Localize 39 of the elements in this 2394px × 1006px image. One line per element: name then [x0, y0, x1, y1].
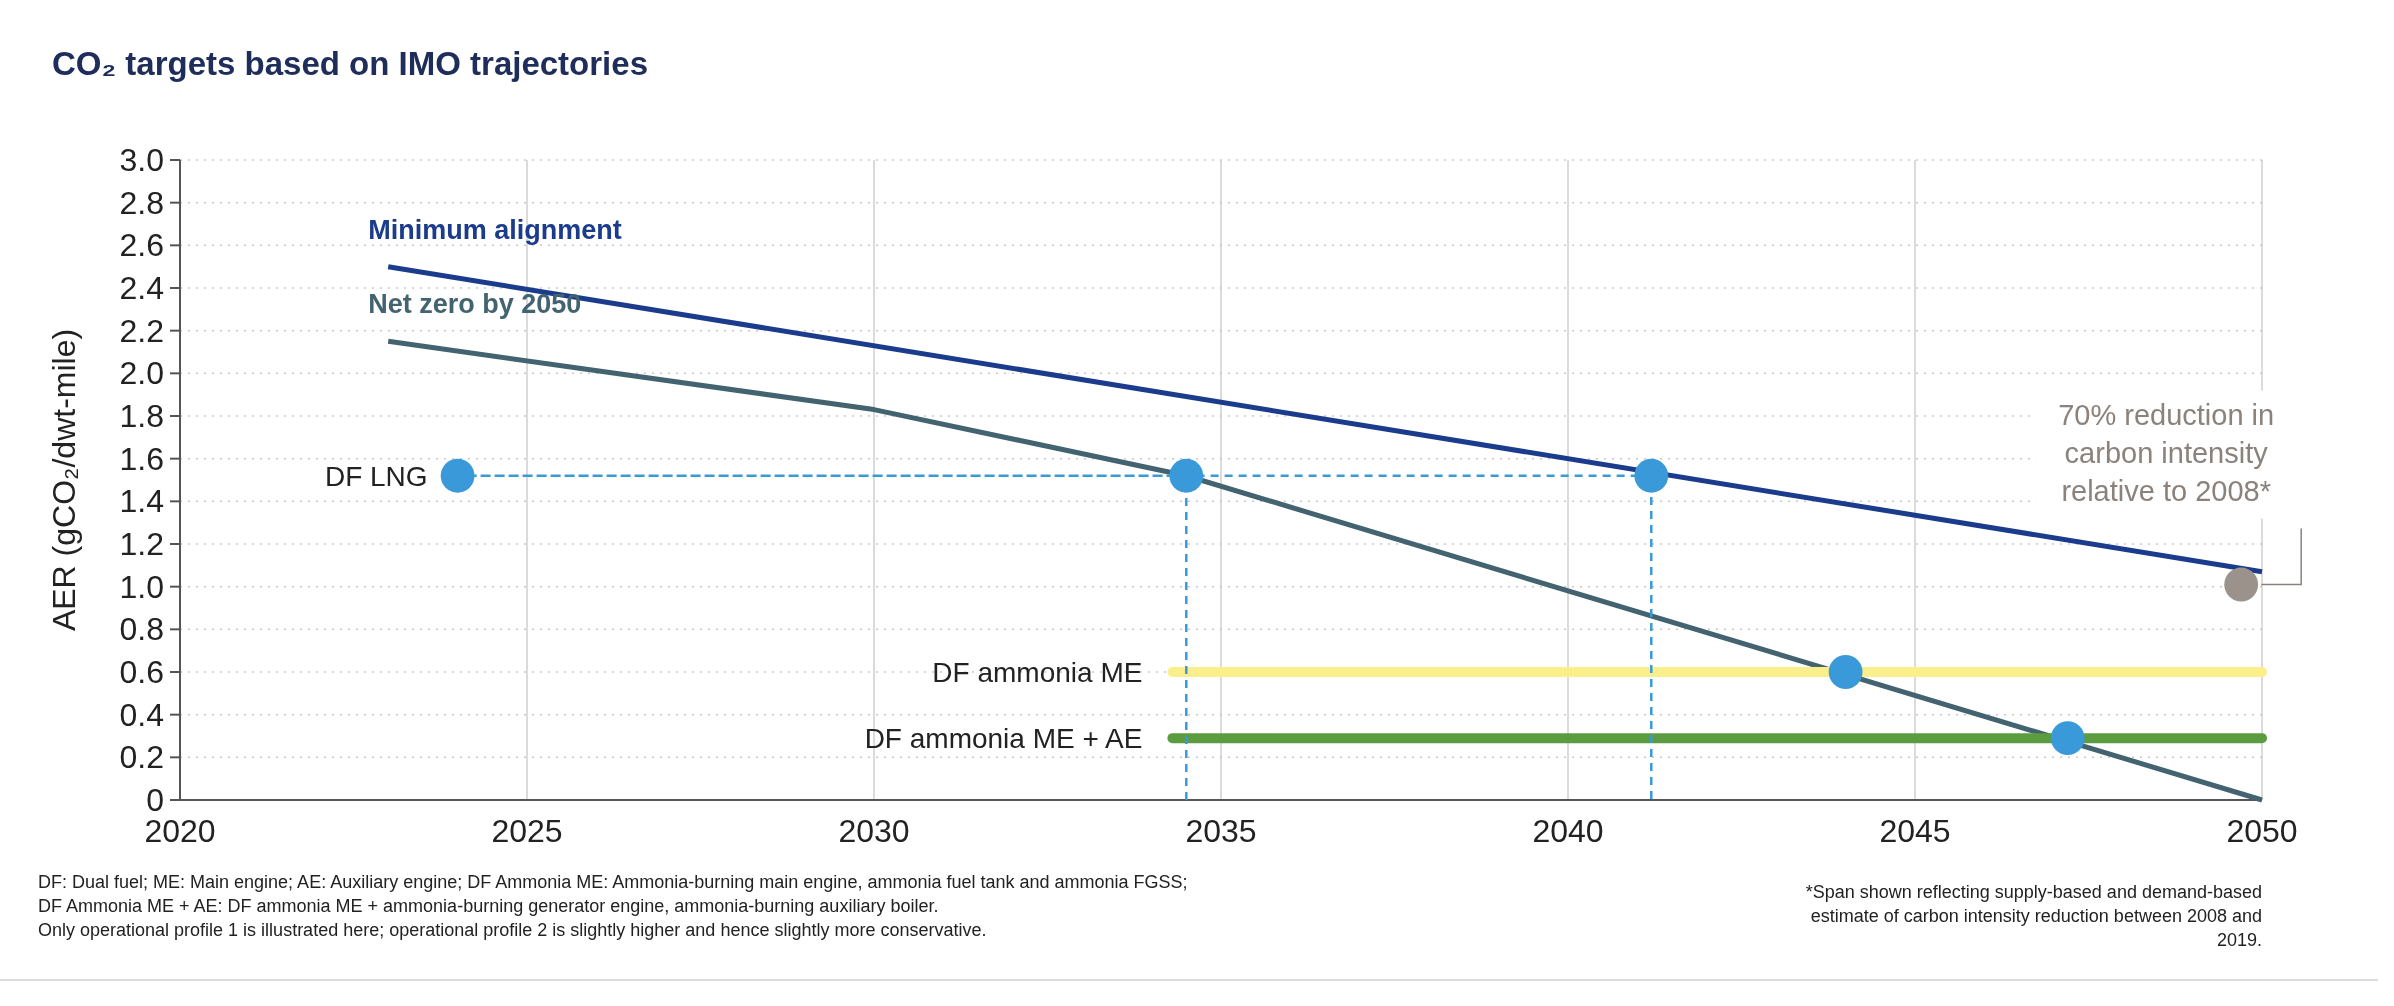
y-tick-label: 1.0	[119, 568, 164, 605]
series-label: Minimum alignment	[368, 214, 622, 245]
series-label: Net zero by 2050	[368, 289, 582, 320]
series-label: DF ammonia ME	[932, 657, 1143, 688]
x-tick-label: 2030	[838, 813, 910, 849]
point	[1828, 655, 1863, 689]
x-tick-label: 2050	[2226, 813, 2298, 849]
text: *Span shown reflecting supply-based and demand-based estimate of carbon intensity reduction between 2008 and 2019.	[1805, 882, 2262, 950]
y-tick-label: 2.2	[119, 312, 164, 349]
series-label: DF ammonia ME + AE	[864, 723, 1143, 755]
text: DF Ammonia ME + AE: DF ammonia ME + ammonia-burning generator engine, ammonia-burning auxiliary boiler.	[38, 896, 939, 916]
y-tick-label: 1.6	[119, 440, 164, 477]
chart-title: CO₂ targets based on IMO trajectories	[52, 45, 648, 82]
y-tick-label: 0.6	[119, 654, 164, 690]
y-tick-label: 1.2	[119, 526, 164, 562]
y-axis-title: AER (gCO₂/dwt-mile)	[46, 328, 82, 632]
point	[2224, 567, 2259, 602]
annotation: 70% reduction in carbon intensity relative to 2008*	[2058, 398, 2275, 507]
y-tick-label: 0.4	[119, 696, 164, 733]
y-tick-label: 2.6	[119, 227, 164, 264]
point	[1634, 458, 1669, 493]
y-tick-label: 1.4	[119, 483, 164, 520]
y-tick-label: 2.8	[119, 184, 164, 221]
x-tick-label: 2025	[491, 813, 563, 849]
x-tick-label: 2045	[1879, 813, 1951, 849]
y-tick-label: 2.4	[119, 270, 164, 306]
y-tick-label: 1.8	[119, 398, 164, 434]
x-tick-label: 2040	[1532, 813, 1604, 849]
point	[440, 458, 475, 493]
point	[2050, 721, 2085, 756]
point	[1169, 458, 1204, 493]
text: Only operational profile 1 is illustrated here; operational profile 2 is slightly higher and hence slightly more conservative.	[38, 920, 987, 940]
y-tick-label: 3.0	[119, 142, 164, 178]
x-tick-label: 2035	[1185, 813, 1257, 849]
series-label: DF LNG	[324, 460, 428, 492]
y-tick-label: 0.8	[119, 611, 164, 648]
y-tick-label: 2.0	[119, 355, 164, 392]
y-tick-label: 0.2	[119, 739, 164, 776]
text: DF: Dual fuel; ME: Main engine; AE: Auxiliary engine; DF Ammonia ME: Ammonia-burning main engine, ammonia fuel tank and ammonia FGSS;	[38, 872, 1188, 892]
